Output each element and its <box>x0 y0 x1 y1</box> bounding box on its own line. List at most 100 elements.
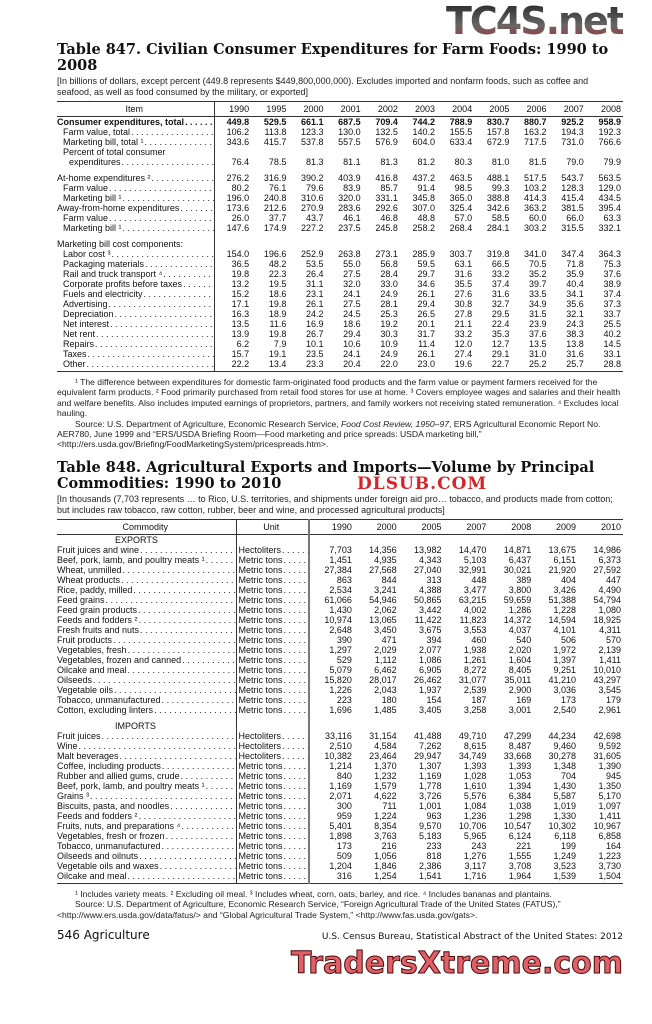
cell-value: 33,668 <box>503 750 532 761</box>
cell-value: 3,258 <box>463 704 487 715</box>
cell-value: 1,348 <box>553 760 577 771</box>
cell-value: 1,297 <box>329 644 352 655</box>
cell-value: 19.8 <box>231 269 250 279</box>
cell-value: 63.1 <box>454 259 473 269</box>
table-row: Vegetable oils Metric tons 1,226 2,043 1,937… <box>57 684 623 695</box>
cell-value: 20.4 <box>325 359 363 372</box>
cell-value: 342.6 <box>486 203 510 213</box>
cell-value: 245.8 <box>375 223 398 233</box>
cell-value <box>363 147 400 157</box>
row-label: Vegetables, fresh or frozen <box>57 830 237 841</box>
unit-cell: Hectoliters <box>236 730 310 741</box>
cell-value <box>533 721 578 731</box>
row-label: Marketing bill cost components: <box>57 239 215 249</box>
cell-value: 389 <box>516 574 532 585</box>
table-848: Commodity Unit 1990 2000 2005 2007 2008 2009 2… <box>57 519 623 884</box>
row-label-text: Rubber and allied gums, crude <box>57 770 181 781</box>
cell-value: 10,706 <box>458 820 487 831</box>
row-label-text: Depreciation <box>63 309 115 319</box>
cell-value: 3,545 <box>598 684 621 695</box>
cell-value: 3,117 <box>464 860 487 871</box>
cell-value: 1,938 <box>463 644 487 655</box>
row-label: Rubber and allied gums, crude <box>57 770 237 781</box>
table-row: expenditures 76.4 78.5 81.3 81.1 81.3 81.2 80.3… <box>57 157 623 167</box>
cell-value: 460 <box>471 634 487 645</box>
cell-value: 21,920 <box>548 564 577 575</box>
row-label: Rice, paddy, milled <box>57 584 237 595</box>
cell-value: 27.8 <box>454 309 473 319</box>
cell-value: 70.5 <box>529 259 547 269</box>
cell-value <box>214 239 251 249</box>
cell-value <box>214 147 251 157</box>
cell-value: 8,405 <box>508 664 532 675</box>
cell-value: 1,224 <box>374 810 397 821</box>
cell-value: 7,703 <box>329 544 352 555</box>
cell-value <box>549 239 586 249</box>
cell-value: 41,488 <box>414 730 442 741</box>
cell-value: 29.5 <box>491 309 510 319</box>
cell-value: 1,555 <box>508 850 532 861</box>
row-label-text: Away-from-home expenditures <box>57 203 181 213</box>
cell-value: 331.1 <box>375 193 398 203</box>
cell-value: 50,865 <box>414 594 442 605</box>
table-row: Biscuits, pasta, and noodles Metric tons 3… <box>57 800 623 811</box>
cell-value: 31,605 <box>593 750 621 761</box>
row-label-text: Oilseeds <box>57 674 94 685</box>
cell-value: 15.2 <box>231 289 250 299</box>
cell-value: 557.5 <box>338 137 361 147</box>
row-label: Tobacco, unmanufactured <box>57 840 237 851</box>
row-label: Marketing bill, total ¹ <box>57 137 215 147</box>
cell-value: 164 <box>605 840 621 851</box>
unit-cell <box>236 720 310 731</box>
cell-value: 285.9 <box>412 249 436 259</box>
cell-value: 661.1 <box>300 117 324 127</box>
cell-value: 18.6 <box>268 289 287 299</box>
unit-cell: Metric tons <box>236 800 310 811</box>
cell-value: 687.5 <box>338 117 361 127</box>
row-label-text: Marketing bill ¹ <box>63 193 123 203</box>
cell-value: 963 <box>426 810 442 821</box>
cell-value: 103.2 <box>524 183 547 193</box>
cell-value: 529.5 <box>263 117 287 127</box>
page-footer: 546 Agriculture U.S. Census Bureau, Stat… <box>57 928 623 943</box>
row-label-text: Consumer expenditures, total <box>57 117 186 127</box>
row-label: Wheat products <box>57 574 237 585</box>
cell-value: 29.7 <box>417 269 436 279</box>
unit-text: Metric tons <box>238 574 284 585</box>
table-847-header-row: Item 1990 1995 2000 2001 2002 2003 2004 2005 200… <box>57 101 623 117</box>
cell-value: 27.5 <box>343 269 361 279</box>
row-label: Marketing bill ¹ <box>57 223 215 233</box>
cell-value: 1,604 <box>508 654 532 665</box>
cell-value: 20.1 <box>417 319 436 329</box>
cell-value: 9,592 <box>598 740 621 751</box>
cell-value: 76.1 <box>268 183 287 193</box>
cell-value: 157.8 <box>486 127 510 137</box>
row-label: Beef, pork, lamb, and poultry meats ¹ <box>57 554 237 565</box>
cell-value: 243 <box>471 840 487 851</box>
cell-value: 37.4 <box>491 279 510 289</box>
cell-value: 61,066 <box>324 594 352 605</box>
table-row: Wheat, unmilled Metric tons 27,384 27,568 27… <box>57 564 623 575</box>
cell-value: 237.5 <box>338 223 361 233</box>
cell-value <box>437 239 474 249</box>
cell-value: 216 <box>381 840 397 851</box>
cell-value: 4,935 <box>374 554 397 565</box>
cell-value: 22.0 <box>362 359 400 372</box>
cell-value: 46.8 <box>380 213 398 223</box>
cell-value: 6,118 <box>554 830 577 841</box>
cell-value: 223 <box>336 694 352 705</box>
row-label-text: Labor cost ³ <box>63 249 112 259</box>
unit-text: Metric tons <box>238 564 284 575</box>
cell-value: 4,002 <box>463 604 487 615</box>
cell-value: 10,302 <box>548 820 577 831</box>
cell-value: 3,426 <box>553 584 577 595</box>
row-label: Fresh fruits and nuts <box>57 624 237 635</box>
row-label-text: Wine <box>57 740 79 751</box>
cell-value: 55.0 <box>343 259 361 269</box>
cell-value: 1,430 <box>553 780 577 791</box>
cell-value: 27,592 <box>593 564 621 575</box>
table-row: Coffee, including products Metric tons 1,2… <box>57 760 623 771</box>
cell-value: 3,241 <box>374 584 397 595</box>
row-label-text: Vegetables, frozen and canned <box>57 654 183 665</box>
table-row: Feeds and fodders ² Metric tons 10,974 13,0… <box>57 614 623 625</box>
